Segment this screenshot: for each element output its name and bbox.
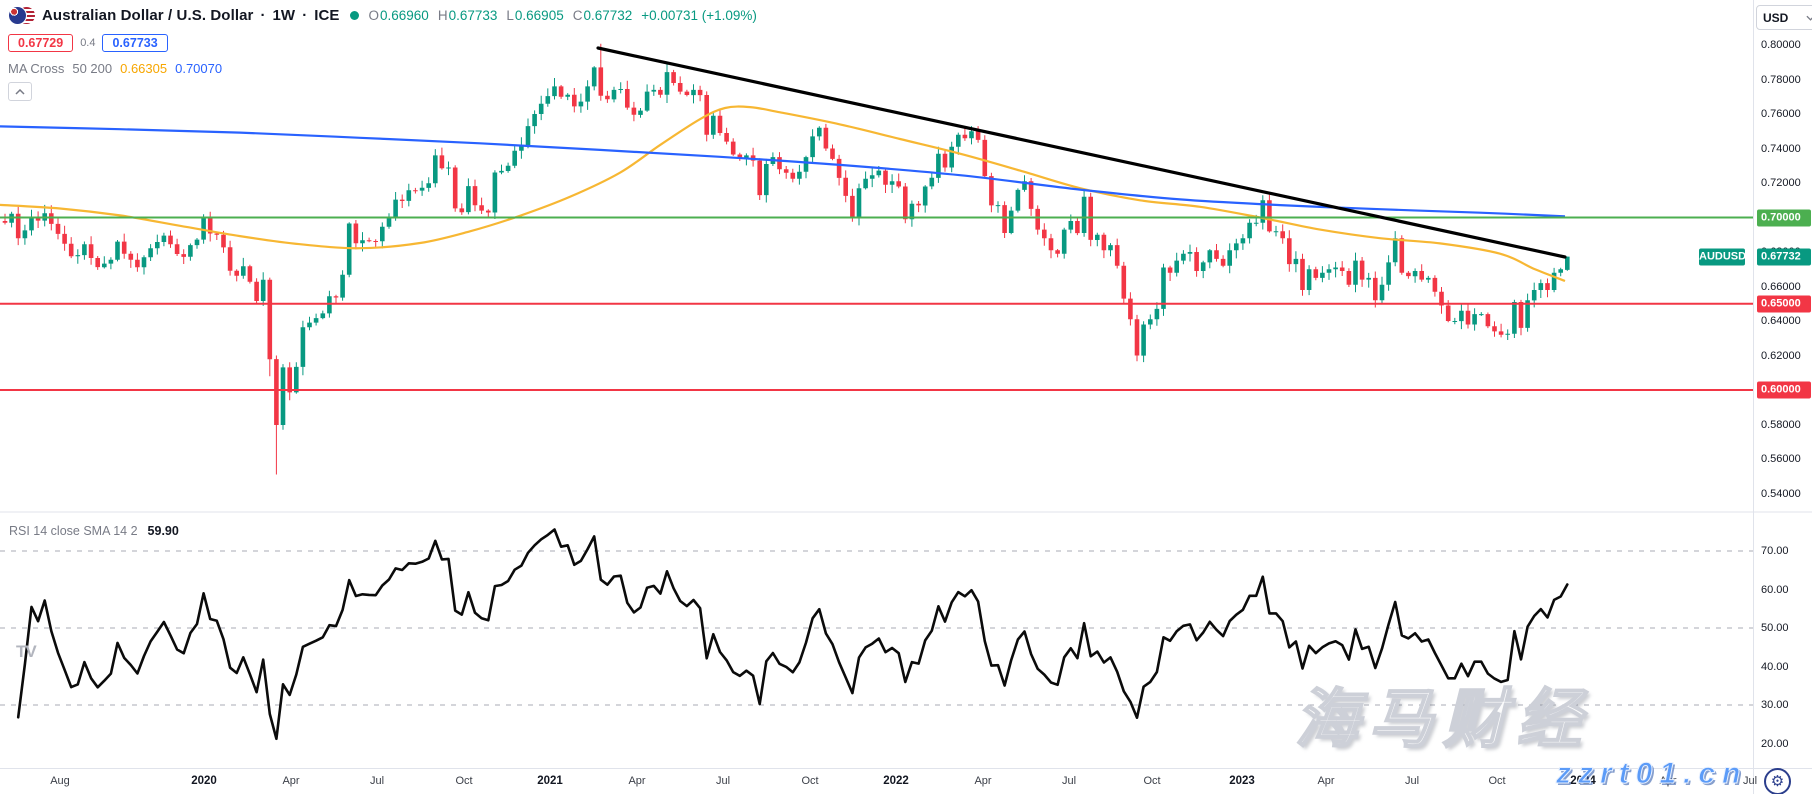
- time-axis-label: Aug: [50, 775, 70, 787]
- price-axis-label: 0.76000: [1761, 108, 1801, 120]
- rsi-axis-label: 30.00: [1761, 699, 1789, 711]
- price-axis-label: 0.58000: [1761, 418, 1801, 431]
- price-axis-label: 0.78000: [1761, 73, 1801, 86]
- buy-price-button[interactable]: 0.67733: [102, 34, 168, 52]
- time-axis-label: Apr: [974, 775, 992, 787]
- rsi-legend: RSI 14 close SMA 14 2 59.90: [9, 524, 179, 538]
- time-axis-label: Apr: [282, 775, 300, 787]
- time-axis-label: Jul: [1404, 775, 1420, 787]
- close-label: C: [572, 7, 583, 23]
- price-axis-label: 0.66000: [1761, 280, 1801, 293]
- price-axis-label: 0.74000: [1761, 142, 1801, 155]
- rsi-legend-label: RSI 14 close SMA 14 2: [9, 524, 138, 538]
- rsi-axis-label: 60.00: [1761, 583, 1789, 596]
- price-axis-label: 0.72000: [1761, 177, 1801, 189]
- chevron-down-icon: [1806, 15, 1812, 21]
- symbol-pair-logo: [8, 6, 36, 25]
- chevron-up-icon: [15, 88, 25, 95]
- tradingview-logo[interactable]: TV: [16, 642, 37, 661]
- time-axis-label: 2021: [537, 775, 563, 787]
- time-axis-label: Jul: [1742, 775, 1758, 787]
- time-axis-label: Jul: [369, 775, 385, 787]
- ma-cross-legend: MA Cross 50 200 0.66305 0.70070: [8, 61, 757, 76]
- price-axis-label: 0.62000: [1761, 349, 1801, 362]
- gear-icon: ⚙: [1764, 768, 1791, 794]
- time-axis-label: 2022: [883, 775, 909, 787]
- level-price-badge-070: 0.70000: [1757, 209, 1811, 226]
- rsi-legend-value: 59.90: [147, 524, 179, 538]
- high-label: H: [437, 7, 448, 23]
- level-price-badge-065: 0.65000: [1757, 295, 1811, 313]
- symbol-title[interactable]: Australian Dollar / U.S. Dollar: [42, 6, 254, 24]
- collapse-legend-button[interactable]: [8, 82, 32, 101]
- ma-cross-label: MA Cross: [8, 61, 65, 76]
- rsi-axis-label: 20.00: [1761, 737, 1789, 750]
- price-axis-label: 0.56000: [1761, 453, 1801, 465]
- ma-cross-params: 50 200: [72, 61, 113, 76]
- time-axis-label: Apr: [628, 775, 646, 787]
- price-axis-label: 0.54000: [1761, 487, 1801, 500]
- time-axis-label: Apr: [1317, 775, 1335, 787]
- last-price-symbol-tag: AUDUSD: [1699, 248, 1746, 266]
- time-axis-label: Oct: [455, 775, 473, 787]
- ma200-value: 0.70070: [175, 61, 223, 76]
- change-value: +0.00731 (+1.09%): [641, 7, 757, 23]
- chart-legend: Australian Dollar / U.S. Dollar · 1W · I…: [8, 5, 757, 101]
- time-axis-label: Oct: [1488, 775, 1506, 787]
- price-axis-label: 0.80000: [1761, 39, 1801, 51]
- exchange-label: ICE: [314, 6, 340, 24]
- market-status-icon[interactable]: [349, 10, 359, 20]
- low-value: 0.66905: [514, 7, 564, 23]
- aud-flag-icon: [8, 6, 27, 25]
- price-axis-label: 0.64000: [1761, 315, 1801, 327]
- spread-value: 0.4: [80, 37, 96, 49]
- sell-price-button[interactable]: 0.67729: [8, 34, 74, 52]
- time-axis-label: Jul: [715, 775, 731, 787]
- level-price-badge-060: 0.60000: [1757, 381, 1811, 399]
- time-axis-label: 2023: [1229, 775, 1255, 787]
- ma50-value: 0.66305: [120, 61, 168, 76]
- rsi-axis-label: 70.00: [1761, 545, 1789, 557]
- close-value: 0.67732: [583, 7, 633, 23]
- title-separator: ·: [302, 6, 308, 24]
- time-axis-label: Oct: [1143, 775, 1161, 787]
- time-axis-label: 2024: [1570, 775, 1596, 787]
- time-axis-label: 2020: [191, 775, 217, 787]
- currency-selector-value: USD: [1763, 10, 1789, 25]
- open-value: 0.66960: [380, 7, 429, 23]
- rsi-axis-label: 50.00: [1761, 622, 1789, 634]
- rsi-axis-label: 40.00: [1761, 660, 1789, 673]
- time-axis-label: Jul: [1061, 775, 1077, 787]
- currency-selector[interactable]: USD: [1756, 5, 1812, 30]
- interval-label[interactable]: 1W: [272, 6, 296, 24]
- title-separator: ·: [260, 6, 266, 24]
- time-axis-label: Oct: [801, 775, 819, 787]
- low-label: L: [506, 7, 514, 23]
- open-label: O: [368, 7, 380, 23]
- time-axis-label: Apr: [1659, 775, 1677, 787]
- ohlc-readout: O 0.66960 H 0.67733 L 0.66905 C 0.67732 +0.0…: [369, 8, 757, 23]
- high-value: 0.67733: [448, 7, 498, 23]
- last-price-badge: 0.67732: [1757, 248, 1811, 266]
